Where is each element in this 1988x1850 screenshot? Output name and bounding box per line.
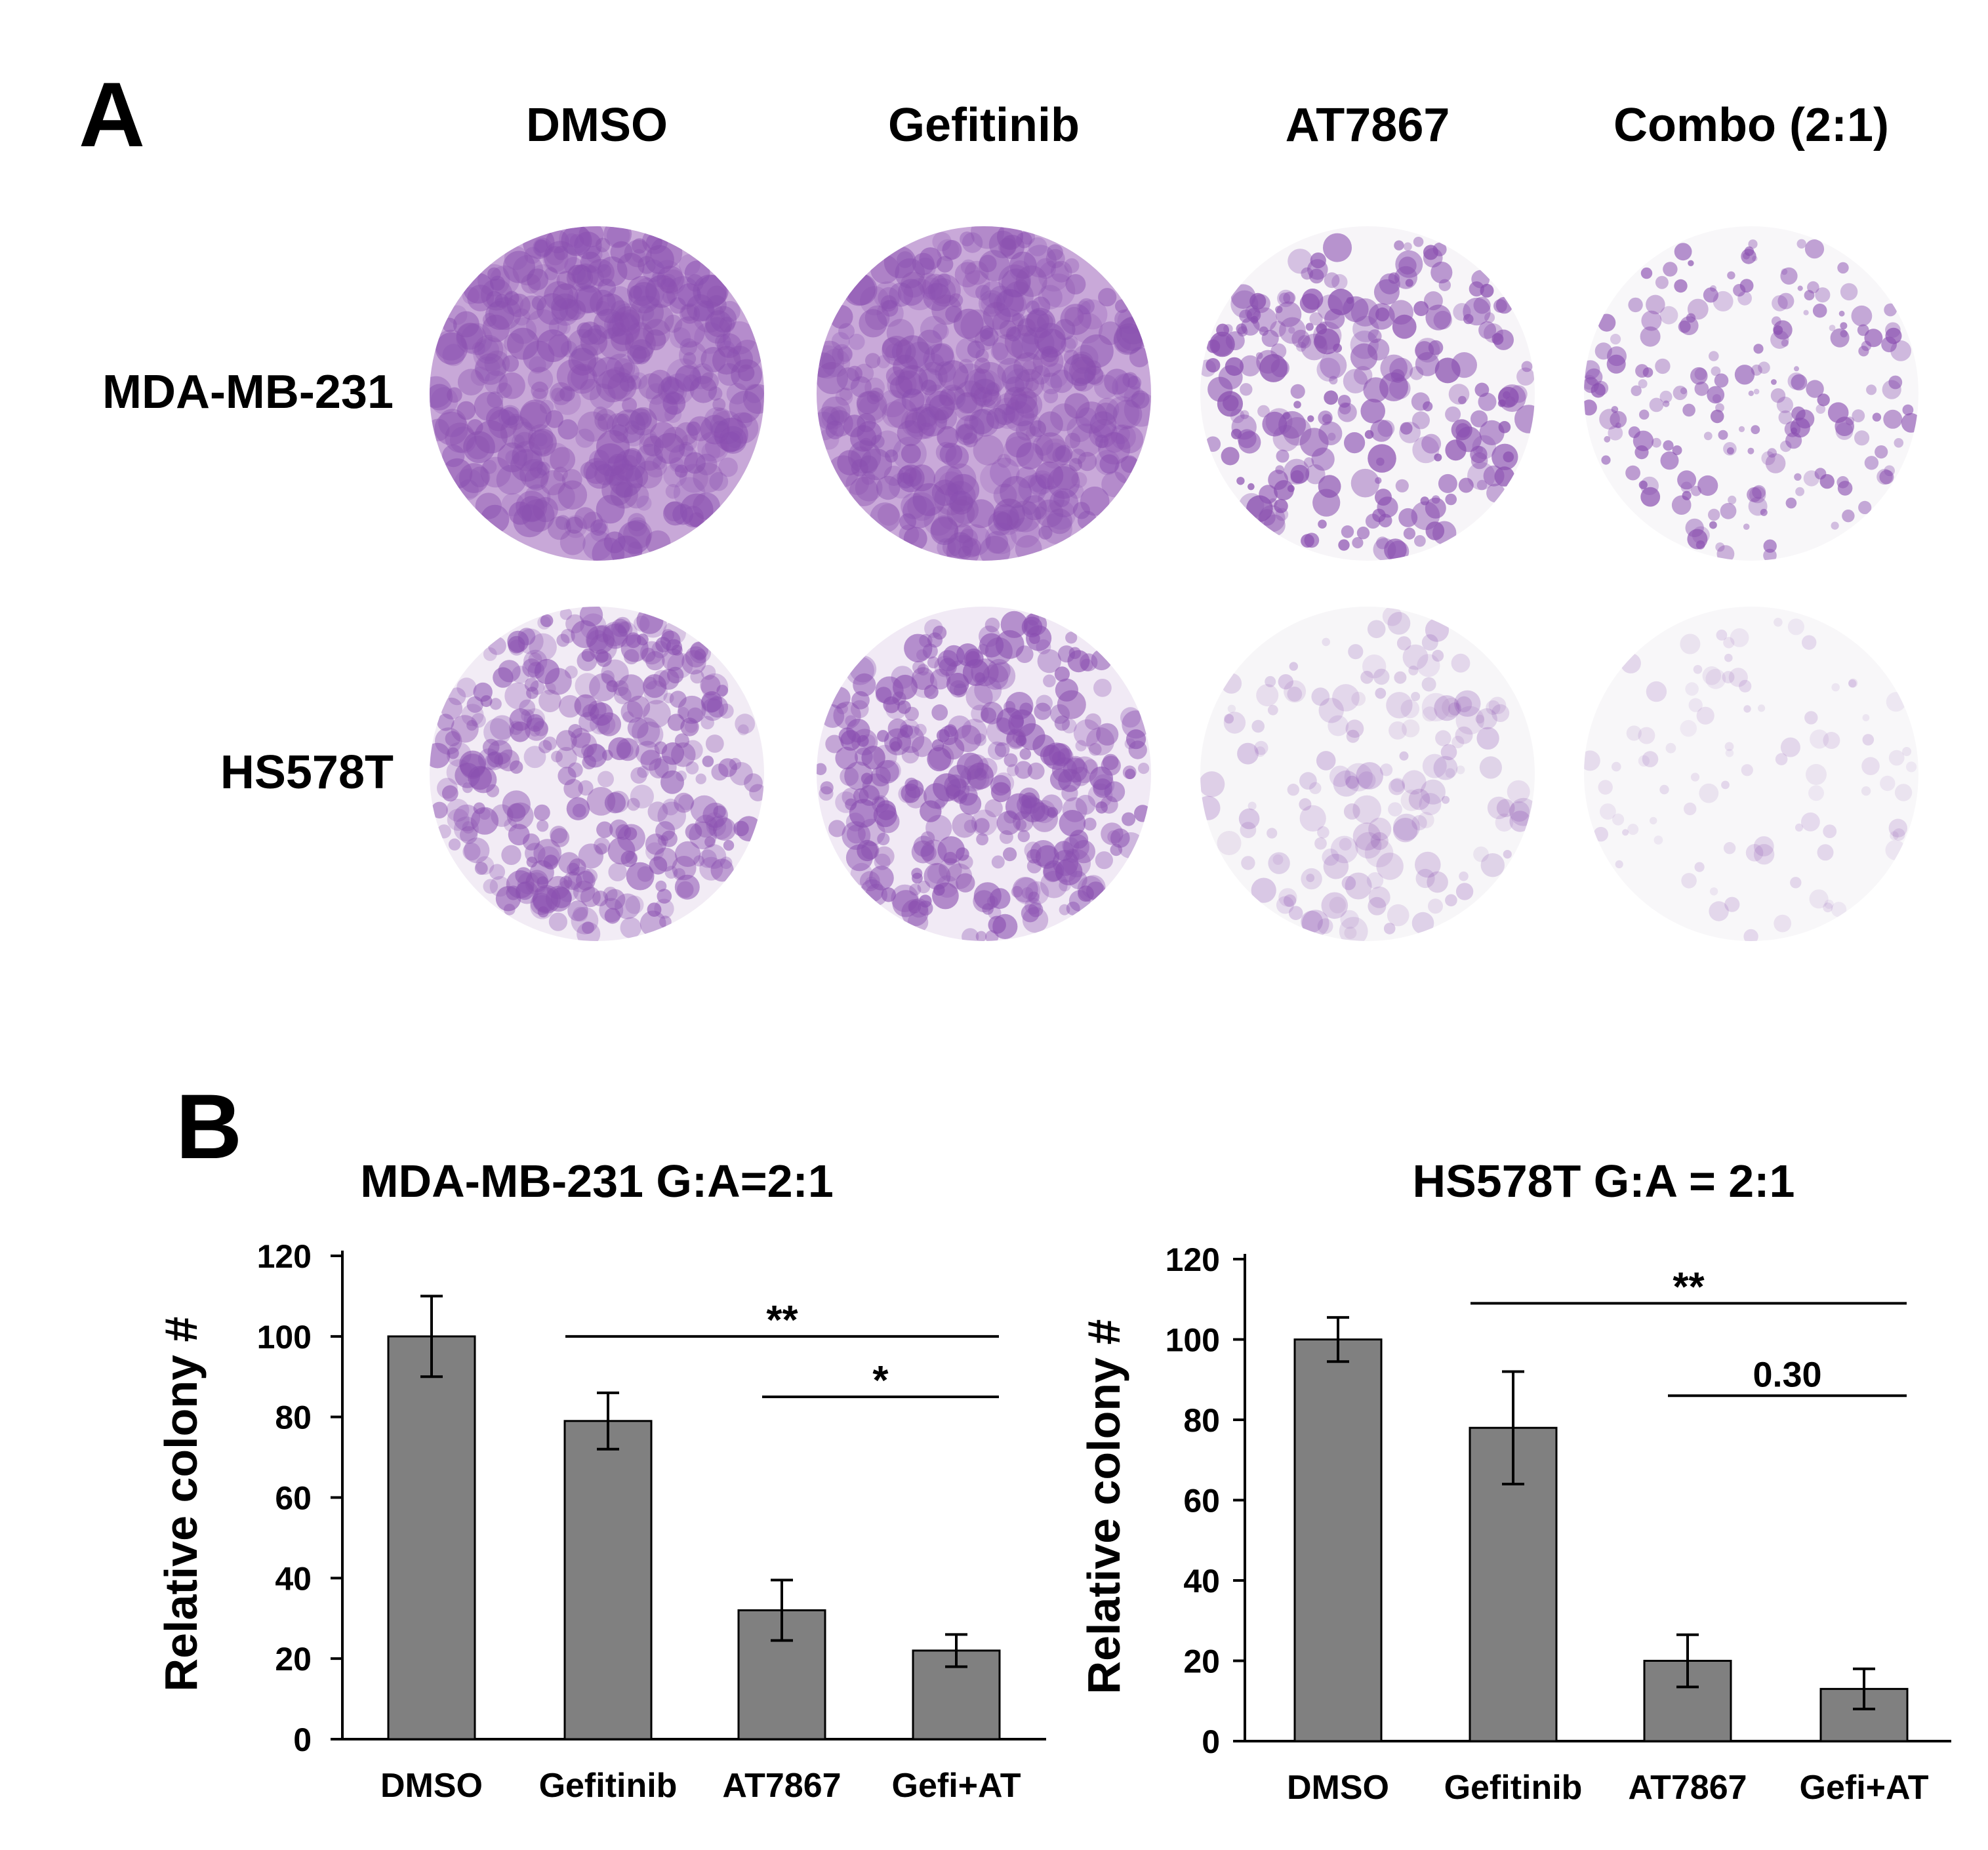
y-tick-label: 20: [275, 1641, 312, 1678]
significance-label: 0.30: [1753, 1355, 1821, 1394]
y-tick-label: 100: [1166, 1322, 1220, 1359]
column-label-combo: Combo (2:1): [1613, 99, 1889, 151]
y-tick-label: 100: [257, 1319, 312, 1356]
y-tick-label: 0: [1202, 1723, 1220, 1760]
y-tick-label: 80: [1183, 1402, 1220, 1439]
y-tick-label: 80: [275, 1399, 312, 1436]
bar-gefitinib: [563, 1420, 653, 1740]
row-label-hs578t: HS578T: [220, 746, 394, 799]
y-tick-label: 60: [1183, 1483, 1220, 1519]
dish-mda-mb-231-gefitinib: [817, 226, 1151, 561]
column-label-at7867: AT7867: [1285, 99, 1450, 151]
panel-b-letter: B: [176, 1075, 243, 1178]
x-tick-label: AT7867: [722, 1767, 841, 1805]
x-tick-label: AT7867: [1628, 1769, 1747, 1807]
bar-dmso: [387, 1335, 476, 1740]
dish-hs578t-dmso: [430, 607, 764, 941]
x-tick-label: Gefi+AT: [892, 1767, 1021, 1805]
y-tick-label: 120: [1166, 1241, 1220, 1278]
y-tick-label: 40: [1183, 1563, 1220, 1599]
chart-title: MDA-MB-231 G:A=2:1: [360, 1156, 834, 1207]
dish-mda-mb-231-at7867: [1200, 226, 1535, 561]
x-tick-label: Gefitinib: [1444, 1769, 1583, 1807]
x-tick-label: DMSO: [1287, 1769, 1389, 1807]
significance-label: *: [872, 1358, 889, 1403]
x-tick-label: Gefi+AT: [1800, 1769, 1929, 1807]
significance-label: **: [766, 1298, 798, 1343]
column-label-gefitinib: Gefitinib: [888, 99, 1080, 151]
column-label-dmso: DMSO: [526, 99, 668, 151]
dish-mda-mb-231-combo: [1584, 226, 1918, 561]
y-tick-label: 120: [257, 1238, 312, 1275]
y-tick-label: 0: [293, 1721, 312, 1758]
y-axis-label: Relative colony #: [155, 1317, 207, 1692]
x-tick-label: Gefitinib: [539, 1767, 678, 1805]
x-tick-label: DMSO: [380, 1767, 483, 1805]
significance-label: **: [1673, 1264, 1705, 1310]
y-tick-label: 20: [1183, 1643, 1220, 1680]
panel-a-letter: A: [79, 63, 146, 166]
y-tick-label: 40: [275, 1560, 312, 1597]
y-tick-label: 60: [275, 1480, 312, 1517]
dish-hs578t-at7867: [1200, 607, 1535, 941]
dish-hs578t-gefitinib: [817, 607, 1151, 941]
bar-dmso: [1293, 1338, 1383, 1742]
chart-2: HS578T G:A = 2:1 Relative colony # 0 20 40 60…: [1078, 1156, 1951, 1807]
dish-hs578t-combo: [1584, 607, 1918, 941]
chart-1: MDA-MB-231 G:A=2:1 Relative colony # 0 20 40…: [155, 1156, 1046, 1805]
row-label-mda-mb-231: MDA-MB-231: [102, 366, 394, 418]
y-axis-label: Relative colony #: [1078, 1319, 1129, 1695]
chart-title: HS578T G:A = 2:1: [1413, 1156, 1795, 1207]
